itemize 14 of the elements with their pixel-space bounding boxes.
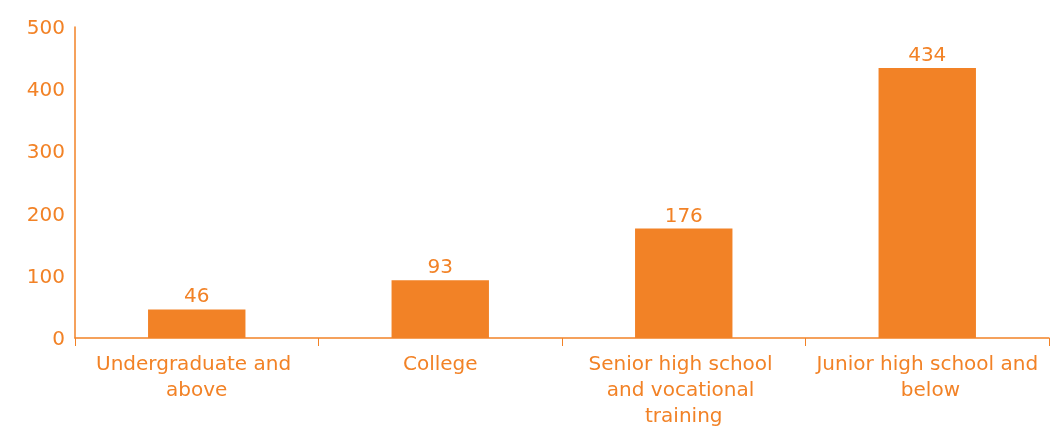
y-tick-label: 0: [52, 326, 65, 350]
data-label: 93: [427, 254, 453, 279]
y-tick-label: 500: [26, 15, 65, 39]
x-tick-label: Senior high school and vocational training: [588, 351, 779, 427]
data-label: 176: [664, 202, 703, 227]
x-tick-label: Junior high school and below: [814, 351, 1039, 401]
y-tick-label: 200: [26, 201, 65, 226]
x-tick-label: Undergraduate and above: [96, 351, 298, 401]
data-label: 46: [184, 283, 210, 308]
data-label: 434: [908, 42, 947, 67]
y-tick-label: 300: [26, 139, 65, 164]
y-tick-label: 100: [26, 263, 65, 288]
x-tick-label: College: [402, 351, 478, 375]
y-tick-label: 400: [26, 77, 65, 102]
